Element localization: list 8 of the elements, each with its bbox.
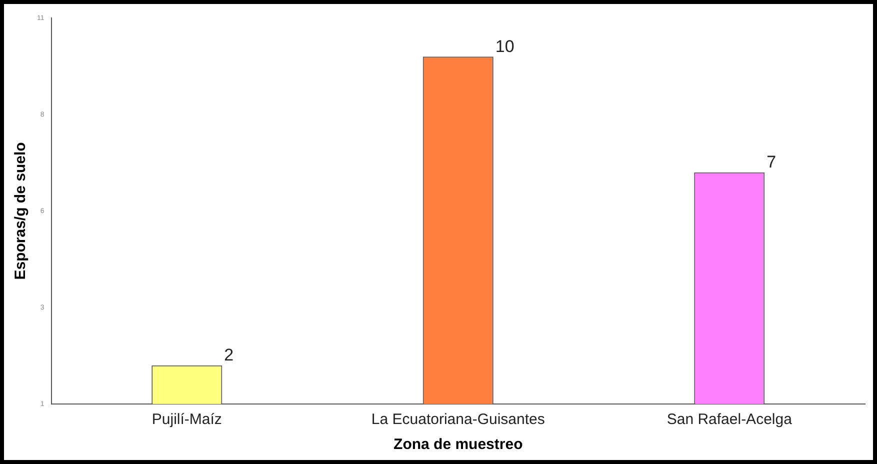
x-tick-label: La Ecuatoriana-Guisantes — [371, 411, 545, 428]
data-label: 2 — [224, 346, 234, 365]
data-label: 10 — [495, 36, 514, 56]
y-axis-title: Esporas/g de suelo — [12, 142, 30, 280]
x-axis-title: Zona de muestreo — [394, 436, 523, 454]
x-tick-label: San Rafael-Acelga — [666, 411, 793, 428]
x-tick-label: Pujilí-Maíz — [152, 411, 222, 428]
data-label: 7 — [766, 152, 776, 172]
